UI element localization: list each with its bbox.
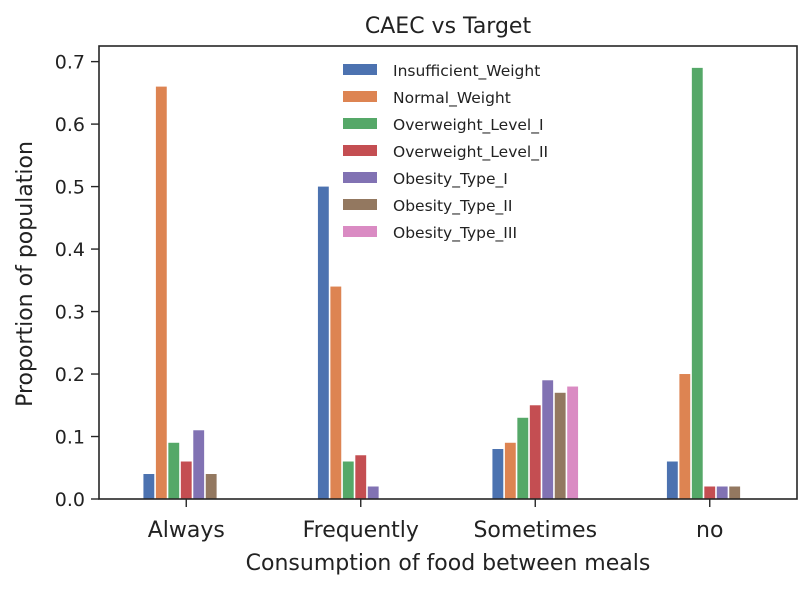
chart-title: CAEC vs Target	[365, 14, 532, 39]
y-tick-label: 0.3	[55, 302, 85, 324]
bar-Obesity_Type_I-Frequently	[367, 486, 379, 499]
bar-Overweight_Level_II-Frequently	[355, 455, 367, 499]
bar-Obesity_Type_I-no	[716, 486, 728, 499]
y-tick-label: 0.6	[55, 114, 85, 136]
y-tick-label: 0.2	[55, 364, 85, 386]
y-tick-label: 0.5	[55, 177, 85, 199]
x-ticks-group: Always Frequently Sometimes no	[148, 499, 723, 543]
legend-label: Overweight_Level_II	[393, 143, 548, 162]
x-tick-label-Sometimes: Sometimes	[473, 518, 597, 543]
bar-Obesity_Type_II-Sometimes	[554, 392, 566, 499]
bars-group	[143, 67, 741, 500]
legend-swatch	[343, 64, 377, 75]
y-axis-label: Proportion of population	[13, 141, 38, 407]
legend-swatch	[343, 199, 377, 210]
bar-Obesity_Type_I-Sometimes	[542, 380, 554, 499]
bar-Obesity_Type_I-Always	[193, 430, 205, 499]
legend-label: Normal_Weight	[393, 89, 511, 108]
legend-swatch	[343, 172, 377, 183]
bar-Overweight_Level_I-no	[691, 67, 703, 500]
bar-Overweight_Level_II-Sometimes	[529, 405, 541, 499]
legend-swatch	[343, 145, 377, 156]
legend-label: Obesity_Type_I	[393, 170, 508, 189]
bar-Normal_Weight-no	[679, 374, 691, 499]
y-ticks-group: 0.0 0.1 0.2 0.3 0.4 0.5 0.6 0.7	[55, 52, 99, 511]
bar-Overweight_Level_I-Sometimes	[517, 417, 529, 499]
x-tick-label-Frequently: Frequently	[303, 518, 419, 543]
bar-Obesity_Type_III-Sometimes	[567, 386, 579, 499]
legend-swatch	[343, 118, 377, 129]
legend-swatch	[343, 226, 377, 237]
legend: Insufficient_Weight Normal_Weight Overweig…	[343, 62, 548, 243]
bar-Overweight_Level_I-Frequently	[342, 461, 354, 499]
plot-frame	[98, 45, 798, 500]
x-axis-label: Consumption of food between meals	[246, 551, 651, 576]
bar-Normal_Weight-Sometimes	[504, 442, 516, 499]
legend-swatch	[343, 91, 377, 102]
bar-Insufficient_Weight-Sometimes	[492, 449, 504, 499]
legend-label: Obesity_Type_III	[393, 224, 517, 243]
legend-label: Overweight_Level_I	[393, 116, 544, 135]
y-tick-label: 0.7	[55, 52, 85, 74]
y-tick-label: 0.1	[55, 427, 85, 449]
y-tick-label: 0.0	[55, 489, 85, 511]
legend-label: Insufficient_Weight	[393, 62, 540, 81]
bar-Normal_Weight-Frequently	[330, 286, 342, 499]
y-tick-label: 0.4	[55, 239, 85, 261]
bar-Overweight_Level_I-Always	[168, 442, 180, 499]
bar-Insufficient_Weight-no	[666, 461, 678, 499]
bar-Normal_Weight-Always	[155, 86, 167, 500]
bar-Insufficient_Weight-Frequently	[317, 186, 329, 499]
bar-Obesity_Type_II-Always	[205, 474, 217, 499]
x-tick-label-Always: Always	[148, 518, 225, 543]
bar-Overweight_Level_II-no	[704, 486, 716, 499]
x-tick-label-no: no	[696, 518, 723, 543]
bar-Overweight_Level_II-Always	[180, 461, 192, 499]
bar-Obesity_Type_II-no	[729, 486, 741, 499]
legend-label: Obesity_Type_II	[393, 197, 512, 216]
bar-Insufficient_Weight-Always	[143, 474, 155, 499]
